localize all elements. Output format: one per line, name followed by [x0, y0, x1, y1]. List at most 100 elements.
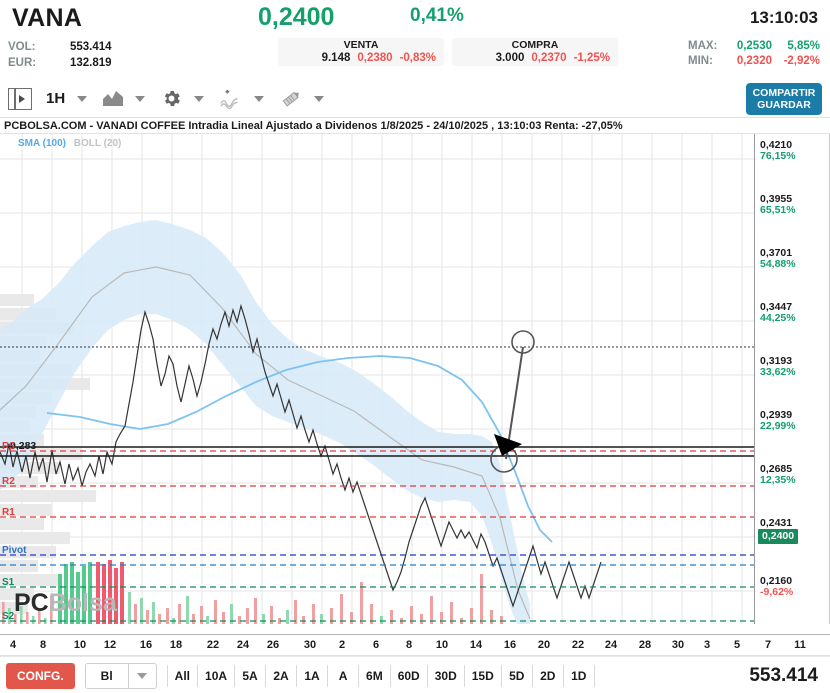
indicator-dropdown-caret[interactable]	[254, 95, 265, 102]
range-btn-10a[interactable]: 10A	[198, 664, 236, 687]
draw-dropdown-caret[interactable]	[314, 95, 325, 102]
time-tick-17: 22	[571, 639, 585, 651]
volume-bars	[2, 560, 503, 624]
min-row: MIN: 0,2320 -2,92%	[688, 53, 820, 68]
market-selector-caret[interactable]	[127, 663, 156, 688]
axis-price-0: 0,4210	[760, 139, 793, 151]
share-label-line2: GUARDAR	[757, 99, 811, 111]
panel-divider-icon	[14, 88, 16, 109]
chart-plot[interactable]: SMA (100) BOLL (20) 0,283 R3 R2 R1 Pivot…	[0, 134, 755, 624]
range-btn-60d[interactable]: 60D	[391, 664, 428, 687]
chevron-down-icon	[137, 672, 148, 679]
axis-price-4: 0,3193	[760, 355, 793, 367]
chart-area: SMA (100) BOLL (20) 0,283 R3 R2 R1 Pivot…	[0, 134, 830, 634]
bollinger-band	[0, 220, 530, 624]
time-tick-8: 26	[266, 639, 280, 651]
range-btn-5a[interactable]: 5A	[235, 664, 267, 687]
interval-label[interactable]: 1H	[46, 90, 66, 107]
chart-toolbar: 1H	[0, 80, 830, 118]
pencil-icon	[282, 91, 300, 107]
bottom-toolbar: CONFG. Bl All 10A 5A 2A 1A A 6M 60D 30D …	[0, 656, 830, 693]
axis-pct-0: 76,15%	[760, 150, 796, 162]
volume-total: 553.414	[749, 665, 818, 686]
min-pct: -2,92%	[783, 54, 820, 67]
stat-row-vol: VOL: 553.414	[8, 39, 112, 55]
range-btn-1a[interactable]: 1A	[297, 664, 329, 687]
settings-dropdown-caret[interactable]	[194, 95, 205, 102]
time-tick-5: 18	[169, 639, 183, 651]
compra-box: COMPRA 3.000 0,2370 -1,25%	[452, 38, 618, 66]
ticker-symbol: VANA	[12, 4, 83, 32]
header-stats: VOL: 553.414 EUR: 132.819	[8, 39, 112, 71]
time-tick-19: 28	[638, 639, 652, 651]
time-tick-21: 3	[703, 639, 711, 651]
axis-pct-3: 44,25%	[760, 312, 796, 324]
pivot-label-r1: R1	[2, 507, 15, 518]
config-button[interactable]: CONFG.	[6, 662, 75, 689]
pivot-label-r2: R2	[2, 476, 15, 487]
interval-dropdown-caret[interactable]	[77, 95, 88, 102]
axis-price-2: 0,3701	[760, 247, 793, 259]
range-btn-all[interactable]: All	[166, 664, 199, 687]
time-tick-15: 16	[503, 639, 517, 651]
vol-label: VOL:	[8, 41, 36, 53]
compra-volume: 3.000	[495, 52, 525, 64]
share-label-line1: COMPARTIR	[752, 87, 816, 99]
range-btn-a[interactable]: A	[328, 664, 360, 687]
venta-line: 9.148 0,2380 -0,83%	[286, 51, 436, 65]
time-axis[interactable]: 4 8 10 12 16 18 22 24 26 30 2 6 8 10 14 …	[0, 634, 830, 656]
panel-toggle-button[interactable]	[8, 87, 32, 110]
market-selector-value[interactable]: Bl	[85, 663, 128, 688]
add-indicator-icon-wrap[interactable]	[220, 89, 242, 109]
time-tick-24: 11	[794, 639, 806, 651]
price-line	[0, 303, 602, 608]
venta-box: VENTA 9.148 0,2380 -0,83%	[278, 38, 444, 66]
axis-price-8: 0,2160	[760, 575, 793, 587]
compra-title: COMPRA	[511, 39, 559, 51]
axis-pct-2: 54,88%	[760, 258, 796, 270]
range-btn-30d[interactable]: 30D	[428, 664, 465, 687]
sma-line	[46, 355, 553, 543]
settings-icon-wrap[interactable]	[161, 88, 182, 109]
time-tick-11: 6	[372, 639, 380, 651]
chart-svg	[0, 134, 754, 624]
price-axis[interactable]: 0,4210 76,15% 0,3955 65,51% 0,3701 54,88…	[756, 134, 830, 624]
time-tick-10: 2	[338, 639, 346, 651]
time-tick-6: 22	[206, 639, 220, 651]
range-btn-15d[interactable]: 15D	[465, 664, 502, 687]
axis-price-5: 0,2939	[760, 409, 793, 421]
axis-pct-1: 65,51%	[760, 204, 796, 216]
time-tick-7: 24	[236, 639, 250, 651]
chart-type-dropdown-caret[interactable]	[135, 95, 146, 102]
chart-type-icon[interactable]	[103, 91, 124, 106]
draw-tool-icon-wrap[interactable]	[280, 89, 302, 109]
area-chart-icon	[103, 91, 124, 106]
gear-icon	[165, 90, 181, 107]
time-tick-18: 24	[604, 639, 618, 651]
time-tick-3: 12	[103, 639, 117, 651]
axis-price-1: 0,3955	[760, 193, 793, 205]
range-btn-1d[interactable]: 1D	[564, 664, 595, 687]
range-btn-6m[interactable]: 6M	[359, 664, 391, 687]
axis-price-3: 0,3447	[760, 301, 793, 313]
range-btn-2d[interactable]: 2D	[533, 664, 564, 687]
pivot-label-pivot: Pivot	[2, 545, 27, 556]
venta-pct: -0,83%	[399, 52, 436, 64]
market-selector[interactable]: Bl	[84, 662, 157, 689]
range-btn-5d[interactable]: 5D	[502, 664, 533, 687]
time-tick-2: 10	[73, 639, 87, 651]
venta-volume: 9.148	[321, 52, 351, 64]
venta-price: 0,2380	[357, 52, 393, 64]
boll-mid-line	[0, 266, 531, 620]
time-tick-20: 30	[671, 639, 685, 651]
price-label-0283: 0,283	[10, 440, 37, 452]
time-tick-9: 30	[303, 639, 317, 651]
time-tick-4: 16	[139, 639, 153, 651]
max-row: MAX: 0,2530 5,85%	[688, 38, 820, 53]
range-btn-2a[interactable]: 2A	[266, 664, 298, 687]
axis-pct-8: -9,62%	[760, 586, 794, 598]
min-value: 0,2320	[736, 54, 772, 67]
share-save-button[interactable]: COMPARTIR GUARDAR	[746, 83, 822, 115]
chart-legend: SMA (100) BOLL (20)	[18, 138, 121, 149]
